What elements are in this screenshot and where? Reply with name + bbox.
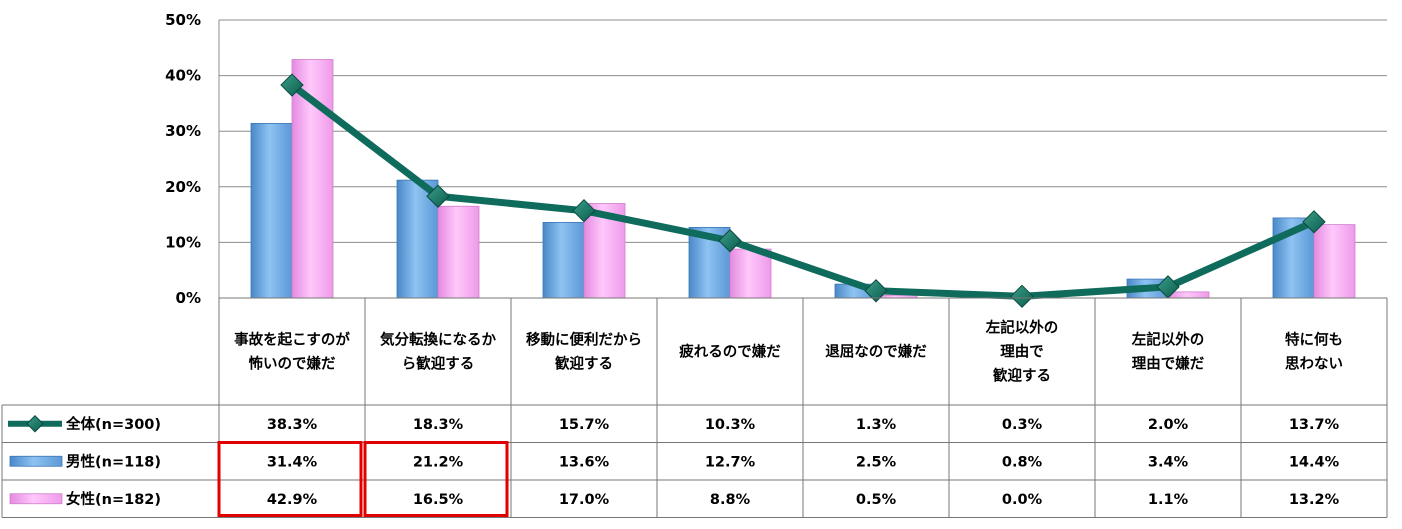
y-tick-label: 20% bbox=[165, 178, 201, 196]
table-cell-value: 42.9% bbox=[267, 492, 318, 508]
table-cell-value: 0.8% bbox=[1002, 454, 1043, 470]
table-cell-value: 1.1% bbox=[1148, 492, 1189, 508]
highlight-boxes bbox=[217, 441, 509, 517]
bar bbox=[729, 248, 772, 299]
y-tick-label: 0% bbox=[176, 289, 201, 307]
line-marker bbox=[864, 279, 888, 303]
category-label: 理由で bbox=[1000, 343, 1044, 361]
category-label: 特に何も bbox=[1285, 331, 1343, 349]
table-cell-value: 21.2% bbox=[413, 454, 464, 470]
category-label: ら歓迎する bbox=[402, 355, 475, 373]
series-line bbox=[289, 82, 1316, 300]
category-label: 理由で嫌だ bbox=[1132, 355, 1205, 373]
table-cell-value: 1.3% bbox=[856, 417, 897, 433]
table-cell-value: 18.3% bbox=[413, 417, 464, 433]
line-marker bbox=[718, 229, 742, 253]
series-name: 男性(n=118) bbox=[66, 452, 161, 470]
y-tick-label: 40% bbox=[165, 67, 201, 85]
y-tick-label: 30% bbox=[165, 122, 201, 140]
y-axis-ticks: 0% 10% 20% 30% 40% 50% bbox=[165, 11, 201, 307]
table-cell-value: 2.5% bbox=[856, 454, 897, 470]
table-cell-value: 31.4% bbox=[267, 454, 318, 470]
category-label: 左記以外の bbox=[1131, 331, 1205, 349]
bar bbox=[1313, 224, 1356, 299]
table-cell-value: 17.0% bbox=[559, 492, 610, 508]
bar bbox=[291, 59, 334, 299]
line-marker bbox=[426, 184, 450, 208]
overall-line bbox=[280, 73, 1326, 309]
series-name: 全体(n=300) bbox=[65, 415, 161, 433]
data-table: 事故を起こすのが怖いので嫌だ気分転換になるから歓迎する移動に便利だから歓迎する疲… bbox=[1, 297, 1388, 518]
category-label: 歓迎する bbox=[993, 367, 1051, 385]
line-marker bbox=[1010, 284, 1034, 309]
line-marker bbox=[280, 73, 304, 97]
table-cell-value: 12.7% bbox=[705, 454, 756, 470]
table-cell-value: 13.2% bbox=[1289, 492, 1340, 508]
table-cell-value: 0.5% bbox=[856, 492, 897, 508]
legend-bar-key bbox=[9, 455, 63, 467]
bar bbox=[437, 205, 480, 299]
bar bbox=[1167, 291, 1210, 299]
y-tick-label: 50% bbox=[165, 11, 201, 29]
table-cell-value: 3.4% bbox=[1148, 454, 1189, 470]
category-label: 思わない bbox=[1285, 356, 1343, 373]
table-cell-value: 13.6% bbox=[559, 454, 610, 470]
table-cell-value: 38.3% bbox=[267, 417, 318, 433]
table-cell-value: 13.7% bbox=[1289, 417, 1340, 433]
table-cell-value: 15.7% bbox=[559, 417, 610, 433]
table-cell-value: 16.5% bbox=[413, 492, 464, 508]
bar bbox=[542, 221, 585, 299]
legend-marker-key bbox=[26, 415, 44, 433]
table-cell-value: 14.4% bbox=[1289, 454, 1340, 470]
category-label: 歓迎する bbox=[555, 355, 613, 373]
highlight-box bbox=[363, 441, 509, 517]
category-label: 退屈なので嫌だ bbox=[825, 343, 927, 361]
table-cell-value: 8.8% bbox=[710, 492, 751, 508]
table-cell-value: 10.3% bbox=[705, 417, 756, 433]
category-label: 気分転換になるか bbox=[380, 331, 496, 349]
bar bbox=[250, 123, 293, 299]
y-tick-label: 10% bbox=[165, 233, 201, 251]
category-label: 怖いので嫌だ bbox=[249, 355, 336, 373]
highlight-box bbox=[217, 441, 363, 517]
category-label: 事故を起こすのが bbox=[234, 331, 350, 349]
category-label: 疲れるので嫌だ bbox=[679, 343, 781, 361]
category-label: 左記以外の bbox=[985, 319, 1059, 337]
line-marker bbox=[572, 199, 596, 223]
series-name: 女性(n=182) bbox=[66, 490, 161, 508]
table-cell-value: 0.3% bbox=[1002, 417, 1043, 433]
legend-bar-key bbox=[9, 493, 63, 505]
table-cell-value: 2.0% bbox=[1148, 417, 1189, 433]
table-cell-value: 0.0% bbox=[1002, 492, 1043, 508]
category-label: 移動に便利だから bbox=[526, 331, 642, 349]
line-marker bbox=[1302, 210, 1326, 234]
